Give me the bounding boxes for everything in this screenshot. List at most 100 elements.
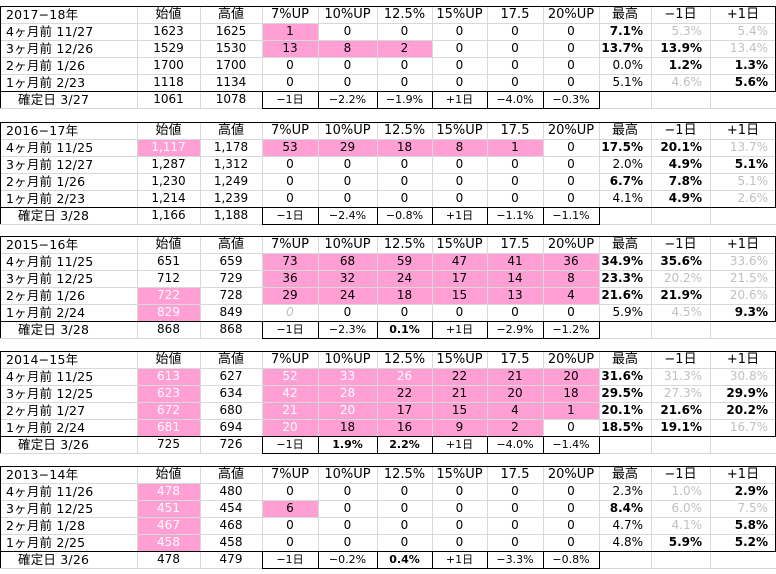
threshold-count: 0 [511,174,519,188]
open-value: 613 [137,368,200,385]
grid-line [377,351,378,453]
plus-one-day [710,551,776,568]
grid-line [487,122,488,224]
row-label: 確定日 3/28 [18,322,90,337]
threshold-count: 53 [262,139,318,156]
column-header: 17.5 [500,123,530,138]
year-title: 2014−15年 [6,352,79,367]
threshold-count: 0 [343,24,352,38]
threshold-count: 0 [567,305,575,319]
threshold-count: 0 [567,174,575,188]
max-rise: 6.7% [609,174,643,188]
threshold-count: −1日 [276,438,304,451]
open-value: 623 [137,385,200,402]
table-row: 4ヶ月前 11/25 613 627 52 33 26 22 21 20 31.6% 31.3% 30… [0,368,776,385]
max-rise: 5.1% [612,75,644,89]
confirm-box-line [543,321,544,338]
threshold-count: 1 [262,23,318,40]
year-block: 2015−16年 始値 高値 7%UP 10%UP 12.5% 15%UP 17.5 20%UP… [0,236,776,339]
row-label: 2ヶ月前 1/28 [6,518,86,533]
confirm-box-line [432,321,433,338]
plus-one-day: 20.2% [726,403,768,417]
header-row: 2014−15年 始値 高値 7%UP 10%UP 12.5% 15%UP 17.5 20%UP… [0,351,776,368]
threshold-count: 13 [487,287,543,304]
minus-one-day: 13.9% [660,41,702,55]
confirm-box-line [318,551,319,568]
grid-line [0,139,776,140]
threshold-count: 0 [567,484,575,498]
table-row: 2ヶ月前 1/27 672 680 21 20 17 15 4 1 20.1% 21.6% 20.2% [0,402,776,419]
threshold-count: 0 [400,305,409,319]
column-header: 15%UP [436,352,483,367]
threshold-count: 20 [262,419,318,436]
confirm-box-line [262,108,599,109]
minus-one-day: 21.9% [660,288,702,302]
table-row: 確定日 3/26 478 479 −1日 −0.2% 0.4% +1日 −3.3% −0.8% [0,551,776,568]
open-value: 681 [137,419,200,436]
max-rise: 13.7% [601,41,643,55]
table-row: 確定日 3/26 725 726 −1日 1.9% 2.2% +1日 −4.0% −1.4% [0,436,776,453]
confirm-box-line [262,436,599,437]
table-row: 3ヶ月前 12/26 1529 1530 13 8 2 0 0 0 13.7% 13.9% 13.4% [0,40,776,57]
open-value: 1529 [153,41,184,55]
minus-one-day: 4.9% [668,191,702,205]
high-value: 1078 [215,92,247,106]
confirm-box-line [377,91,378,108]
max-rise: 21.6% [601,288,643,302]
grid-line [651,6,652,108]
max-rise: 4.8% [612,535,644,549]
threshold-count: 8 [318,40,377,57]
threshold-count: 0 [400,518,409,532]
block-border [599,321,776,322]
threshold-count: −1日 [276,209,304,222]
threshold-count: 0 [343,75,352,89]
grid-line [0,287,776,288]
threshold-count: 17 [377,402,432,419]
threshold-count: −2.3% [328,323,367,336]
row-label: 3ヶ月前 12/26 [6,41,94,56]
threshold-count: 0 [567,191,575,205]
column-header: +1日 [726,237,760,252]
confirm-box-line [262,551,599,552]
minus-one-day: 4.6% [671,75,703,89]
grid-line [377,6,378,108]
column-header: +1日 [726,7,760,22]
threshold-count: 15 [432,287,487,304]
column-header: 15%UP [436,123,483,138]
plus-one-day: 5.4% [737,24,769,38]
confirm-box-line [487,321,488,338]
confirm-box-line [318,91,319,108]
open-value: 725 [157,437,180,451]
grid-line [377,466,378,568]
plus-one-day [710,91,776,108]
threshold-count: 0 [567,157,575,171]
grid-line [137,6,138,108]
high-value: 726 [219,437,243,451]
threshold-count: 2 [377,40,432,57]
table-row: 1ヶ月前 2/24 681 694 20 18 16 9 2 0 18.5% 19.1% 16.7% [0,419,776,436]
grid-line [543,351,544,453]
open-value: 722 [137,287,200,304]
column-header: −1日 [664,352,697,367]
grid-line [262,351,263,453]
plus-one-day [710,436,776,453]
grid-line [487,466,488,568]
high-value: 659 [219,254,243,268]
minus-one-day: 20.1% [660,140,702,154]
grid-line [262,122,263,224]
threshold-count: +1日 [445,553,474,566]
block-border [0,466,1,568]
threshold-count: −4.0% [496,438,534,451]
threshold-count: 0 [286,518,294,532]
open-value: 712 [157,271,180,285]
header-row: 2015−16年 始値 高値 7%UP 10%UP 12.5% 15%UP 17.5 20%UP… [0,236,776,253]
table-row: 2ヶ月前 1/26 1700 1700 0 0 0 0 0 0 0.0% 1.2% 1.3% [0,57,776,74]
threshold-count: 0 [567,420,575,434]
threshold-count: 68 [318,253,377,270]
threshold-count: 0 [455,58,464,72]
threshold-count: 0 [286,58,294,72]
minus-one-day: 31.3% [663,369,702,383]
threshold-count: 20 [487,385,543,402]
column-header: 15%UP [436,237,483,252]
confirm-box-line [599,207,600,225]
